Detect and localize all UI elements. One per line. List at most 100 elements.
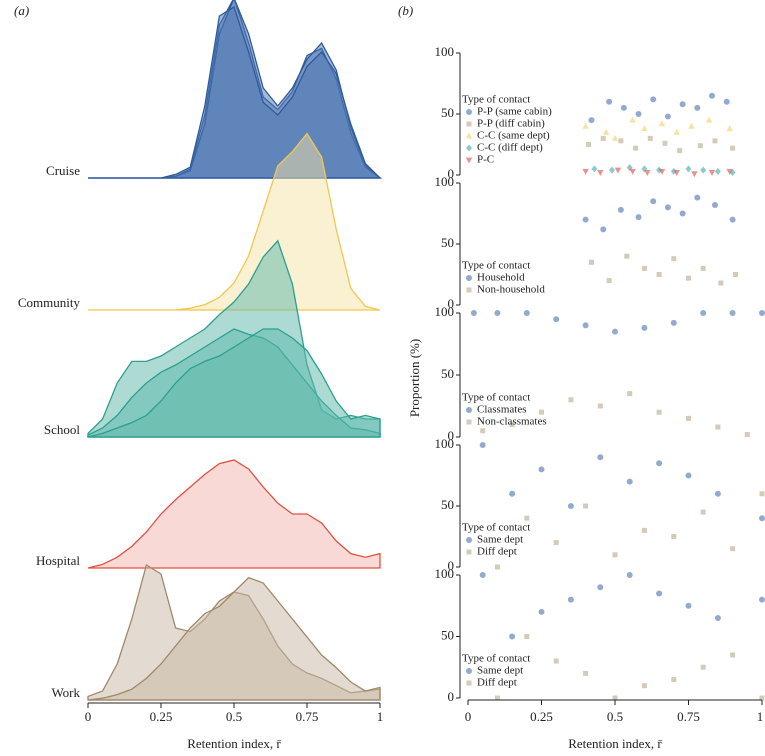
point [524, 634, 530, 639]
y-tick-label: 100 [435, 436, 455, 451]
panel-label: (a) [14, 3, 29, 18]
point [641, 324, 648, 331]
point [650, 198, 657, 205]
legend-title: Type of contact [462, 653, 530, 665]
point [609, 166, 616, 174]
point [658, 120, 666, 127]
point [612, 695, 618, 701]
point [715, 424, 721, 430]
y-tick-label: 50 [441, 235, 454, 250]
legend-label: Same dept [477, 665, 523, 677]
x-tick-label: 0.25 [530, 709, 553, 724]
legend-title: Type of contact [462, 392, 530, 404]
legend-label: C-C (same dept) [477, 130, 550, 142]
point [626, 572, 633, 578]
point [656, 460, 663, 467]
x-tick-label: 1 [757, 709, 764, 724]
point [600, 226, 607, 233]
legend-marker [465, 132, 473, 139]
point [509, 633, 516, 640]
point [586, 142, 592, 147]
legend-marker [466, 121, 472, 127]
density-curve [88, 6, 382, 179]
group-label: School [44, 422, 81, 437]
point [583, 670, 589, 676]
point [686, 415, 691, 421]
group-label: Work [51, 685, 80, 700]
legend-label: P-P (same cabin) [477, 106, 552, 118]
y-tick-label: 0 [448, 558, 455, 573]
point [597, 170, 604, 177]
point [509, 422, 515, 428]
point [705, 116, 713, 123]
point [656, 409, 662, 415]
point [677, 148, 683, 154]
point [714, 615, 721, 622]
point [629, 116, 636, 123]
point [568, 397, 574, 403]
panel-label: (b) [398, 3, 413, 18]
legend-marker [466, 109, 472, 115]
legend-marker [466, 144, 472, 152]
y-tick-label: 50 [441, 105, 454, 120]
legend-title: Type of contact [462, 260, 530, 272]
point [656, 590, 663, 597]
y-tick-label: 50 [441, 627, 454, 642]
point [673, 170, 680, 177]
point [620, 104, 627, 111]
x-tick-label: 0.75 [296, 709, 319, 724]
legend-label: Diff dept [477, 546, 517, 558]
point [671, 677, 677, 683]
point [688, 122, 695, 129]
point [730, 145, 736, 151]
point [641, 683, 647, 689]
x-tick-label: 1 [377, 709, 384, 724]
point [588, 117, 595, 124]
point [656, 272, 662, 277]
point [729, 216, 736, 223]
point [617, 206, 624, 213]
y-axis-label: Proportion (%) [407, 339, 422, 417]
y-tick-label: 0 [448, 689, 455, 704]
point [539, 409, 544, 415]
legend-marker [466, 680, 472, 686]
point [679, 101, 686, 108]
point [759, 596, 765, 603]
point [708, 170, 716, 177]
point [582, 122, 589, 129]
density-curve [87, 576, 381, 701]
point [694, 104, 701, 111]
point [685, 602, 692, 609]
legend-marker [466, 668, 472, 674]
legend-label: Diff dept [477, 677, 517, 689]
point [494, 310, 501, 316]
point [709, 92, 716, 99]
point [523, 310, 530, 316]
point [479, 572, 486, 578]
point [553, 316, 560, 323]
point [612, 328, 618, 335]
point [671, 256, 677, 262]
point [685, 165, 692, 173]
point [670, 319, 677, 326]
point [759, 515, 765, 522]
point [480, 428, 486, 434]
point [479, 442, 486, 448]
legend-marker [466, 275, 472, 281]
legend-label: C-C (diff dept) [477, 142, 543, 154]
point [679, 210, 686, 217]
point [614, 167, 622, 174]
point [597, 454, 604, 461]
y-tick-label: 100 [435, 566, 455, 581]
point [664, 113, 671, 120]
group-label: Community [18, 295, 81, 310]
point [700, 166, 707, 174]
point [647, 135, 653, 141]
point [711, 201, 718, 208]
legend-title: Type of contact [462, 94, 530, 106]
point [730, 546, 736, 552]
point [714, 167, 721, 175]
x-tick-label: 0 [465, 709, 472, 724]
point [635, 214, 642, 221]
